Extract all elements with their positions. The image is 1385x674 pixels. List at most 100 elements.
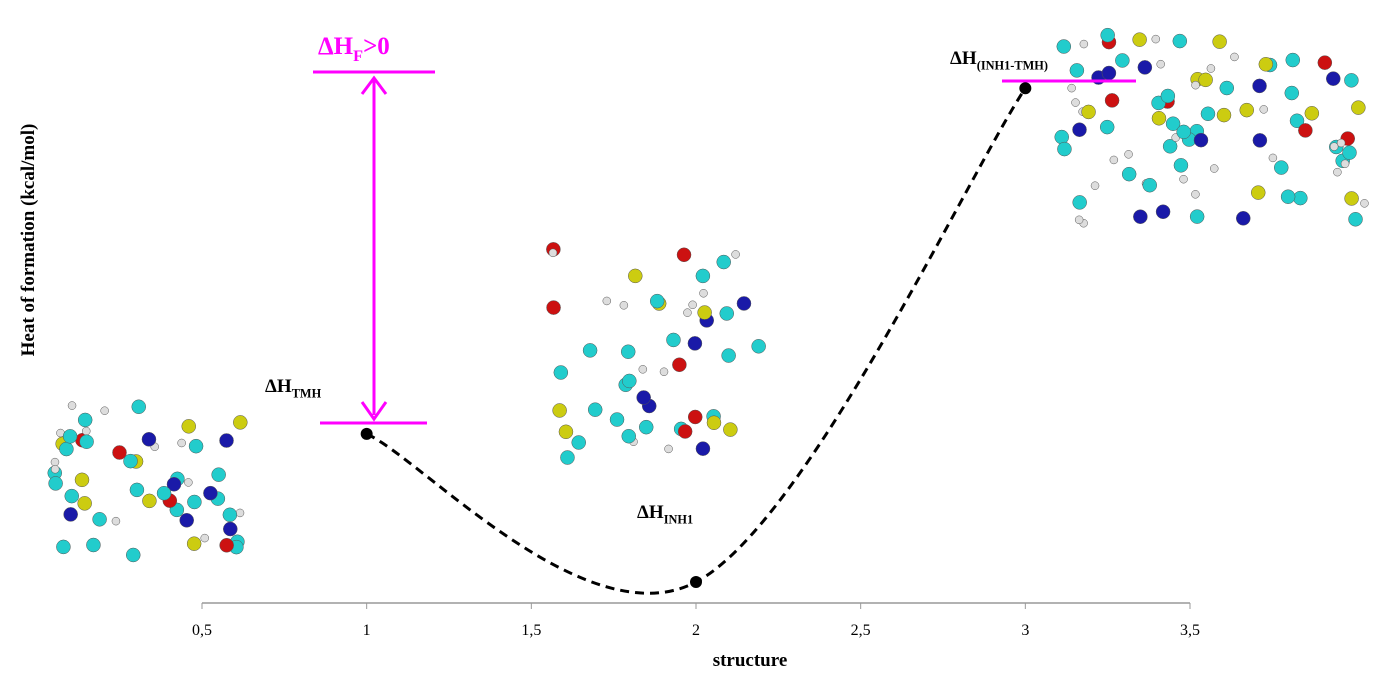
atom — [1161, 89, 1175, 103]
atom — [1057, 40, 1071, 54]
atom — [132, 400, 146, 414]
annotation-main: ΔH — [265, 376, 292, 397]
atom — [737, 296, 751, 310]
atom — [688, 336, 702, 350]
atom — [1330, 143, 1338, 151]
atom — [639, 365, 647, 373]
atom — [157, 486, 171, 500]
atom — [1070, 63, 1084, 77]
atom — [51, 458, 59, 466]
atom — [722, 349, 736, 363]
atom — [622, 429, 636, 443]
atom — [1055, 130, 1069, 144]
atom — [1201, 107, 1215, 121]
atom — [75, 473, 89, 487]
x-tick-label: 2 — [692, 622, 700, 639]
atom — [1105, 93, 1119, 107]
atom — [1230, 53, 1238, 61]
atom — [1217, 108, 1231, 122]
atom — [1073, 195, 1087, 209]
atom — [82, 427, 90, 435]
atom — [639, 420, 653, 434]
atom — [126, 548, 140, 562]
annotation-main: ΔH — [637, 502, 664, 523]
atom — [64, 507, 78, 521]
atom — [1191, 190, 1199, 198]
atom — [1068, 84, 1076, 92]
atom — [1080, 40, 1088, 48]
atom — [182, 419, 196, 433]
atom — [1110, 156, 1118, 164]
atom — [63, 429, 77, 443]
atom — [236, 509, 244, 517]
data-point — [361, 428, 373, 440]
atom — [1194, 133, 1208, 147]
atom — [1133, 33, 1147, 47]
atom — [720, 306, 734, 320]
atom — [1174, 158, 1188, 172]
annotation-main: ΔH — [318, 33, 354, 60]
annotation-tail: >0 — [363, 33, 390, 60]
atom — [572, 435, 586, 449]
atom — [583, 343, 597, 357]
atom — [622, 374, 636, 388]
atom — [1173, 34, 1187, 48]
atom — [554, 366, 568, 380]
atom — [665, 445, 673, 453]
atom — [78, 496, 92, 510]
annotation-sub: F — [353, 47, 363, 65]
atom — [112, 517, 120, 525]
atom — [223, 508, 237, 522]
atom — [130, 483, 144, 497]
atom — [696, 442, 710, 456]
atom — [678, 424, 692, 438]
atom — [1293, 191, 1307, 205]
atom — [1240, 103, 1254, 117]
atom — [1115, 53, 1129, 67]
annotation: ΔHINH1 — [637, 502, 693, 526]
atom — [588, 403, 602, 417]
atom — [1318, 56, 1332, 70]
x-tick-label: 3 — [1021, 622, 1029, 639]
atom — [1220, 81, 1234, 95]
data-point — [690, 576, 702, 588]
atom — [1253, 133, 1267, 147]
atom — [101, 407, 109, 415]
atom — [1199, 73, 1213, 87]
atom — [717, 255, 731, 269]
atom — [1100, 120, 1114, 134]
annotation-levels — [313, 72, 1136, 423]
atom — [220, 434, 234, 448]
atom — [621, 345, 635, 359]
atom — [178, 439, 186, 447]
atom — [553, 403, 567, 417]
atom — [1253, 79, 1267, 93]
annotation: ΔHF>0 — [318, 33, 390, 65]
atom — [603, 297, 611, 305]
atom — [1192, 81, 1200, 89]
atom — [1285, 86, 1299, 100]
atom — [1101, 28, 1115, 42]
atom — [688, 410, 702, 424]
atom — [1207, 64, 1215, 72]
atom — [1122, 167, 1136, 181]
atom — [1125, 150, 1133, 158]
atom — [1326, 72, 1340, 86]
atom — [1236, 211, 1250, 225]
atom — [1091, 182, 1099, 190]
atom — [698, 306, 712, 320]
atom — [1152, 111, 1166, 125]
atom — [1298, 123, 1312, 137]
atom — [1072, 99, 1080, 107]
atom — [220, 538, 234, 552]
atom — [677, 248, 691, 262]
atom — [1344, 73, 1358, 87]
atom — [1274, 161, 1288, 175]
atom — [49, 476, 63, 490]
atom — [1177, 125, 1191, 139]
atom — [180, 513, 194, 527]
atom — [672, 358, 686, 372]
atom — [1156, 205, 1170, 219]
atom — [59, 442, 73, 456]
atom — [1286, 53, 1300, 67]
